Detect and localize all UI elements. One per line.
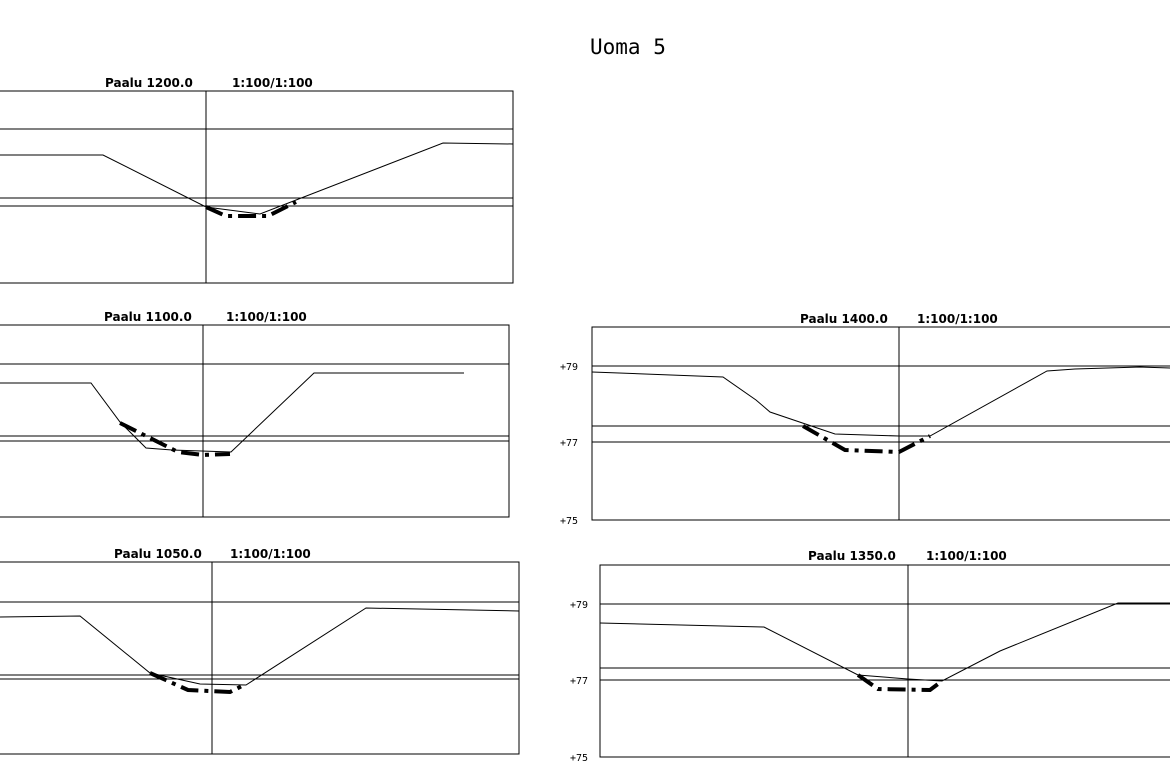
panel-p1400-elevation-label: +79 — [560, 362, 578, 373]
panel-p1400: Paalu 1400.0 1:100/1:100 +79 +77 +75 — [560, 312, 1170, 527]
panel-p1200-frame — [0, 90, 514, 284]
drawing-title: Uoma 5 — [590, 35, 666, 59]
panel-p1350-design-profile — [856, 673, 944, 693]
panel-p1050-scale: 1:100/1:100 — [230, 547, 311, 561]
panel-p1100-label: Paalu 1100.0 — [104, 310, 192, 324]
panel-p1050-ground-profile — [0, 607, 520, 686]
panel-p1100-scale: 1:100/1:100 — [226, 310, 307, 324]
panel-p1350-elevation-label: +77 — [570, 676, 588, 687]
panel-p1050-label: Paalu 1050.0 — [114, 547, 202, 561]
panel-p1200-scale: 1:100/1:100 — [232, 76, 313, 90]
panel-p1350-elevation-label: +79 — [570, 600, 588, 611]
panel-p1400-frame — [591, 326, 1170, 521]
panel-p1400-elevation-label: +75 — [560, 516, 578, 527]
panel-p1050: Paalu 1050.0 1:100/1:100 — [0, 547, 520, 755]
panel-p1400-design-profile — [802, 424, 931, 455]
panel-p1400-elevation-label: +77 — [560, 438, 578, 449]
panel-p1400-label: Paalu 1400.0 — [800, 312, 888, 326]
panel-p1350-scale: 1:100/1:100 — [926, 549, 1007, 563]
panel-p1100-design-profile — [119, 421, 231, 458]
panel-p1350-ground-profile — [599, 602, 1170, 682]
panel-p1350-label: Paalu 1350.0 — [808, 549, 896, 563]
panel-p1200-label: Paalu 1200.0 — [105, 76, 193, 90]
panel-p1050-frame — [0, 561, 520, 755]
panel-p1100-ground-profile — [0, 372, 464, 453]
panel-p1350: Paalu 1350.0 1:100/1:100 +79 +77 +75 — [570, 549, 1170, 764]
panel-p1200-ground-profile — [0, 142, 514, 215]
panel-p1050-design-profile — [149, 671, 247, 695]
panel-p1200-design-profile — [205, 200, 297, 218]
panel-p1100-frame — [0, 324, 510, 518]
panel-p1350-frame — [599, 564, 1170, 758]
panel-p1400-scale: 1:100/1:100 — [917, 312, 998, 326]
panel-p1350-elevation-label: +75 — [570, 753, 588, 764]
panel-p1400-ground-profile — [591, 366, 1170, 437]
panel-p1200: Paalu 1200.0 1:100/1:100 — [0, 76, 514, 284]
panel-p1100: Paalu 1100.0 1:100/1:100 — [0, 310, 510, 518]
